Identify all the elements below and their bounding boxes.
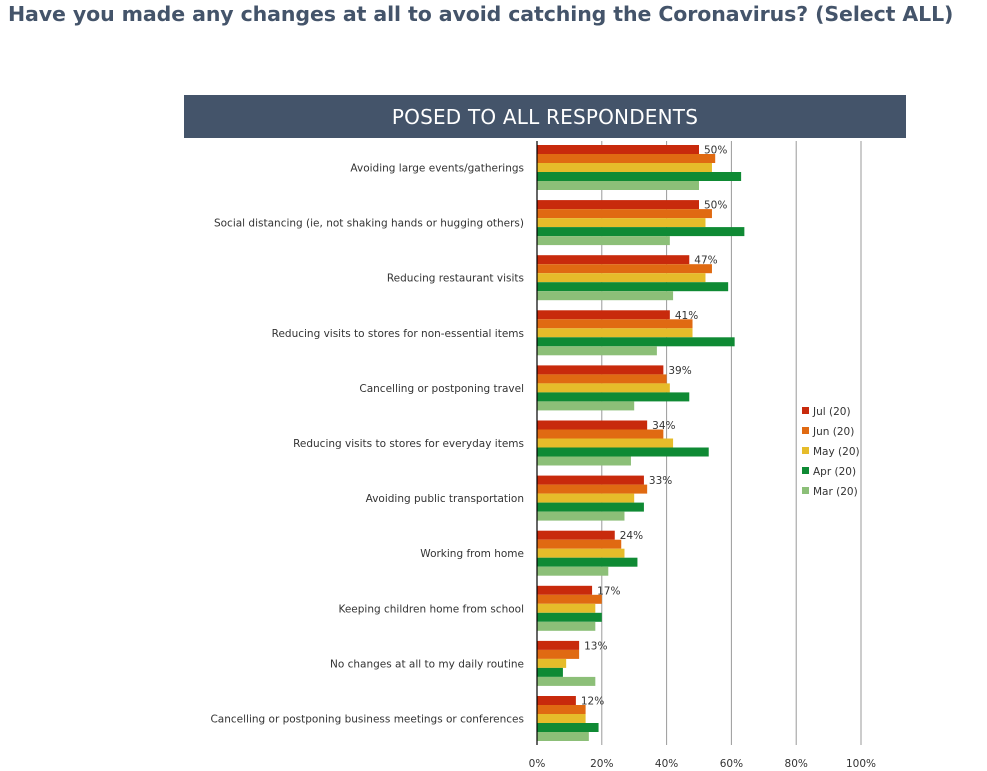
category-label: Avoiding large events/gatherings — [350, 163, 524, 175]
bar-jun — [537, 484, 648, 494]
banner-text: POSED TO ALL RESPONDENTS — [391, 104, 699, 129]
x-tick-label: 60% — [720, 758, 743, 770]
bar-may — [537, 714, 586, 723]
legend-swatch — [802, 427, 809, 434]
bar-jul — [537, 585, 593, 595]
legend-label: Jun (20) — [812, 426, 854, 438]
bar-jul — [537, 310, 670, 320]
x-tick-label: 80% — [785, 758, 808, 770]
data-label: 50% — [704, 200, 727, 212]
category-label: Reducing visits to stores for non-essent… — [272, 328, 524, 340]
bar-apr — [537, 557, 638, 567]
legend: Jul (20) Jun (20) May (20) Apr (20) Mar (20) — [802, 406, 860, 498]
bar-jun — [537, 374, 667, 384]
legend-swatch — [802, 407, 809, 414]
data-label: 50% — [704, 145, 727, 157]
data-label: 12% — [581, 696, 604, 708]
bar-may — [537, 493, 635, 503]
legend-label: Jul (20) — [812, 406, 851, 418]
bar-jun — [537, 539, 622, 549]
legend-label: Apr (20) — [813, 466, 856, 478]
bar-jun — [537, 209, 712, 219]
category-label: Keeping children home from school — [338, 603, 524, 615]
page-title: Have you made any changes at all to avoi… — [8, 2, 954, 26]
category-label: Reducing visits to stores for everyday i… — [293, 438, 524, 450]
bar-jul — [537, 530, 615, 540]
bar-jun — [537, 319, 693, 329]
bar-may — [537, 603, 596, 613]
data-label: 17% — [597, 585, 620, 597]
bar-apr — [537, 612, 602, 622]
bar-mar — [537, 511, 625, 521]
bar-jun — [537, 429, 664, 439]
data-label: 34% — [652, 420, 675, 432]
bar-mar — [537, 236, 670, 246]
legend-swatch — [802, 467, 809, 474]
x-tick-label: 100% — [846, 758, 876, 770]
bar-jul — [537, 696, 576, 705]
data-label: 39% — [668, 365, 691, 377]
data-label: 24% — [620, 530, 643, 542]
bar-jul — [537, 255, 690, 265]
category-label: Social distancing (ie, not shaking hands… — [214, 218, 524, 230]
bar-mar — [537, 401, 635, 411]
bar-jul — [537, 475, 644, 485]
bar-may — [537, 658, 567, 668]
bar-may — [537, 273, 706, 283]
bar-mar — [537, 732, 589, 741]
data-label: 47% — [694, 255, 717, 267]
x-tick-label: 20% — [590, 758, 613, 770]
bar-may — [537, 218, 706, 228]
bar-mar — [537, 456, 631, 466]
bar-jul — [537, 365, 664, 375]
legend-label: Mar (20) — [813, 486, 858, 498]
legend-swatch — [802, 487, 809, 494]
bar-apr — [537, 337, 735, 347]
category-label: Cancelling or postponing travel — [359, 383, 524, 395]
bar-apr — [537, 502, 644, 512]
bar-apr — [537, 282, 729, 292]
bar-jul — [537, 145, 699, 154]
legend-swatch — [802, 447, 809, 454]
data-label: 41% — [675, 310, 698, 322]
bar-jun — [537, 649, 580, 659]
bar-apr — [537, 392, 690, 402]
bar-jul — [537, 420, 648, 430]
bar-may — [537, 438, 674, 448]
bar-apr — [537, 667, 563, 677]
category-label: Working from home — [420, 548, 524, 560]
bar-mar — [537, 621, 596, 631]
bar-apr — [537, 447, 709, 457]
bar-may — [537, 383, 670, 393]
bar-mar — [537, 346, 657, 356]
bar-mar — [537, 291, 674, 301]
section-banner: POSED TO ALL RESPONDENTS — [184, 95, 906, 138]
bar-may — [537, 548, 625, 558]
bar-jul — [537, 200, 699, 210]
bar-apr — [537, 227, 745, 237]
x-tick-label: 0% — [529, 758, 546, 770]
bar-apr — [537, 172, 742, 181]
category-label: Avoiding public transportation — [366, 493, 524, 505]
bar-mar — [537, 566, 609, 576]
bar-jun — [537, 154, 716, 163]
bar-jul — [537, 640, 580, 650]
bar-mar — [537, 181, 699, 190]
category-label: Reducing restaurant visits — [387, 273, 524, 285]
bar-may — [537, 328, 693, 338]
bar-jun — [537, 705, 586, 714]
data-label: 33% — [649, 475, 672, 487]
bar-jun — [537, 264, 712, 274]
x-tick-label: 40% — [655, 758, 678, 770]
bar-mar — [537, 676, 596, 686]
bar-jun — [537, 594, 602, 604]
legend-label: May (20) — [813, 446, 860, 458]
bar-apr — [537, 723, 599, 732]
data-label: 13% — [584, 640, 607, 652]
bar-may — [537, 163, 712, 172]
category-label: Cancelling or postponing business meetin… — [210, 714, 524, 726]
category-label: No changes at all to my daily routine — [330, 658, 524, 670]
